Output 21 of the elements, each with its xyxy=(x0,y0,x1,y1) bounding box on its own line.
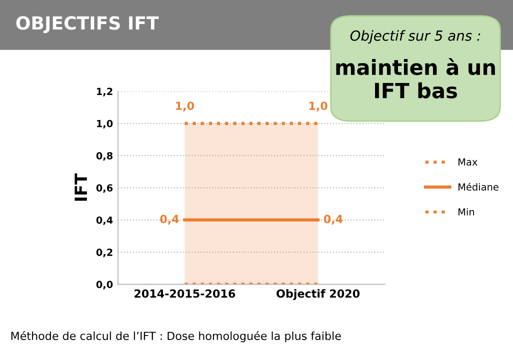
text: Objectif sur 5 ans : xyxy=(350,30,480,44)
legend-label: Médiane xyxy=(458,182,498,191)
y-tick-label: 1,2 xyxy=(97,88,112,96)
x-tick-label: Objectif 2020 xyxy=(276,289,360,300)
y-tick-label: 0,0 xyxy=(96,280,113,290)
y-tick-label: 0,2 xyxy=(96,248,112,258)
y-axis-title: IFT xyxy=(74,173,87,201)
chart-title: OBJECTIFS IFT xyxy=(16,16,159,34)
text: Méthode de calcul de l’IFT : Dose homologuée la plus faible xyxy=(11,331,341,342)
data-label: 0,4 xyxy=(160,214,179,225)
legend-label: Min xyxy=(458,208,474,216)
data-label: 0,4 xyxy=(324,214,343,225)
y-tick-label: 0,8 xyxy=(96,152,113,161)
data-label: 1,0 xyxy=(176,102,194,112)
y-tick-label: 0,4 xyxy=(96,216,113,226)
data-label: 1,0 xyxy=(309,102,328,112)
legend-label: Max xyxy=(458,158,478,166)
annotation: maintien à un IFT bas xyxy=(336,58,495,98)
x-tick-label: 2014-2015-2016 xyxy=(134,289,236,298)
y-tick-label: 1,0 xyxy=(97,120,113,129)
y-tick-label: 0,6 xyxy=(96,184,113,193)
